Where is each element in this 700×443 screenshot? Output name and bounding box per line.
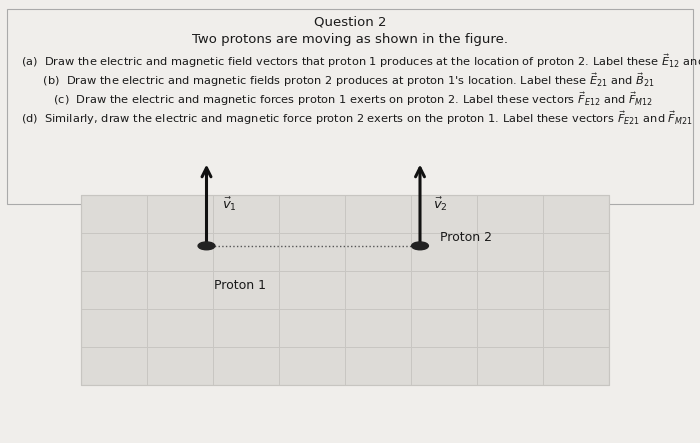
- Text: (c)  Draw the electric and magnetic forces proton 1 exerts on proton 2. Label th: (c) Draw the electric and magnetic force…: [21, 90, 653, 108]
- Ellipse shape: [198, 242, 215, 250]
- Text: $\vec{v}_2$: $\vec{v}_2$: [433, 195, 447, 213]
- Text: (d)  Similarly, draw the electric and magnetic force proton 2 exerts on the prot: (d) Similarly, draw the electric and mag…: [21, 109, 693, 127]
- Ellipse shape: [412, 242, 428, 250]
- FancyBboxPatch shape: [7, 9, 693, 204]
- Text: $\vec{v}_1$: $\vec{v}_1$: [222, 195, 237, 213]
- FancyBboxPatch shape: [80, 195, 609, 385]
- Text: Proton 1: Proton 1: [214, 279, 265, 292]
- Text: Two protons are moving as shown in the figure.: Two protons are moving as shown in the f…: [192, 33, 508, 46]
- Text: Question 2: Question 2: [314, 16, 386, 28]
- Text: Proton 2: Proton 2: [440, 230, 491, 244]
- Text: (a)  Draw the electric and magnetic field vectors that proton 1 produces at the : (a) Draw the electric and magnetic field…: [21, 52, 700, 70]
- Text: (b)  Draw the electric and magnetic fields proton 2 produces at proton 1's locat: (b) Draw the electric and magnetic field…: [21, 71, 655, 89]
